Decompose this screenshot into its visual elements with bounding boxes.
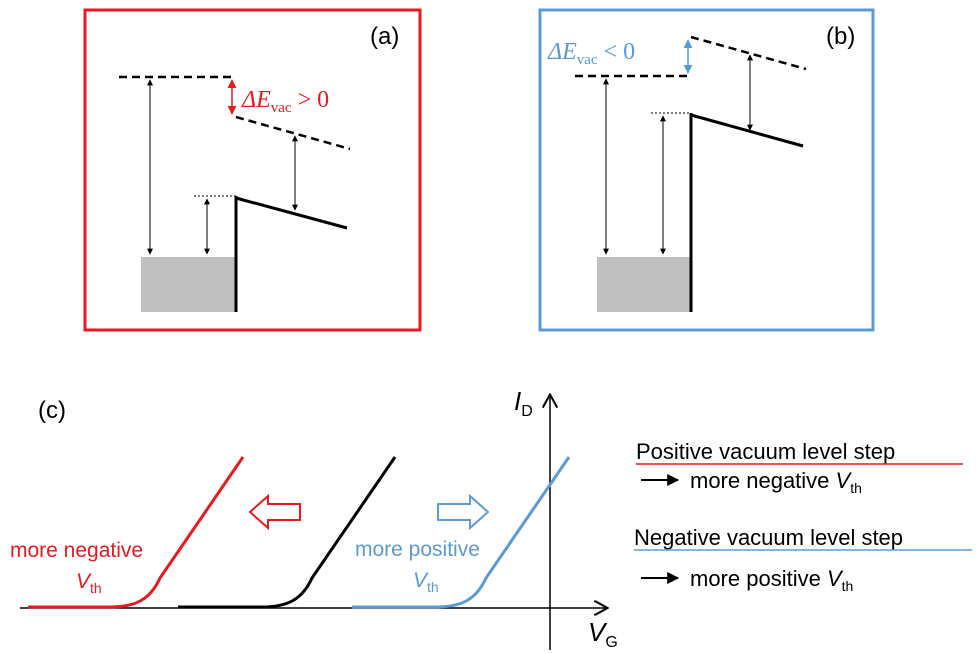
positive-step-title: Positive vacuum level step bbox=[636, 439, 895, 464]
semiconductor-vacuum-level bbox=[235, 115, 351, 151]
conduction-band bbox=[690, 113, 804, 148]
transfer-curve-black bbox=[178, 456, 397, 609]
x-axis-label: VG bbox=[588, 617, 618, 651]
transfer-curve-red bbox=[28, 456, 245, 609]
panel-c: (c) ID VG more negative Vth more positiv… bbox=[10, 386, 618, 651]
panel-b: (b) ΔEvac < 0 bbox=[538, 8, 875, 332]
more-negative-vth-label: more negative bbox=[10, 539, 143, 562]
semiconductor-vacuum-level bbox=[690, 35, 807, 71]
metal-block bbox=[141, 257, 236, 312]
panel-c-label: (c) bbox=[38, 397, 66, 424]
positive-step-result: more negative Vth bbox=[690, 468, 862, 496]
transfer-curve-blue bbox=[352, 456, 571, 609]
metal-block bbox=[597, 257, 691, 312]
more-positive-vth-symbol: Vth bbox=[413, 569, 439, 595]
delta-evac-positive: ΔEvac > 0 bbox=[241, 87, 329, 116]
panel-a-label: (a) bbox=[370, 23, 399, 50]
shift-right-arrow bbox=[437, 493, 490, 531]
more-positive-vth-label: more positive bbox=[355, 538, 480, 561]
panel-a: (a) ΔEvac > 0 bbox=[83, 8, 422, 332]
negative-step-title: Negative vacuum level step bbox=[634, 525, 903, 550]
legend: Positive vacuum level step more negative… bbox=[634, 439, 972, 594]
shift-left-arrow bbox=[248, 493, 301, 531]
more-negative-vth-symbol: Vth bbox=[76, 570, 102, 596]
negative-step-result: more positive Vth bbox=[690, 566, 853, 594]
panel-a-frame bbox=[83, 8, 422, 332]
delta-evac-negative: ΔEvac < 0 bbox=[547, 39, 635, 68]
panel-b-label: (b) bbox=[826, 23, 855, 50]
panel-b-frame bbox=[538, 8, 875, 332]
conduction-band bbox=[235, 196, 348, 230]
y-axis-label: ID bbox=[514, 386, 533, 420]
